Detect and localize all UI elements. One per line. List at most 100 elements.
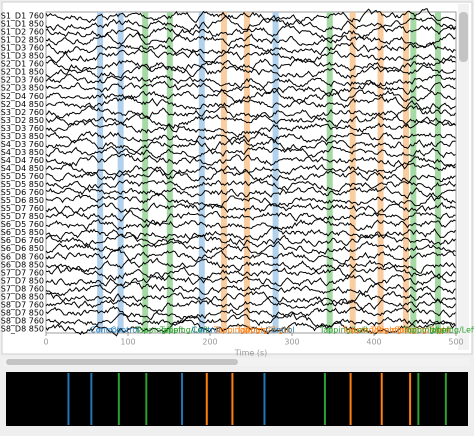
channel-trace	[45, 145, 456, 159]
annotation-band[interactable]	[410, 12, 417, 333]
channel-label: S3_D2 760	[1, 108, 44, 117]
annotation-band[interactable]	[272, 12, 279, 333]
channel-trace	[45, 63, 456, 79]
annotation-label: Tapping/Right	[213, 326, 269, 335]
channel-label: S2_D1 760	[1, 60, 44, 69]
channel-trace	[45, 58, 456, 72]
annotation-band[interactable]	[198, 12, 205, 333]
channel-label: S1_D1 760	[1, 12, 44, 21]
annotation-label: Tapping/Left	[159, 326, 209, 335]
channel-trace	[45, 218, 456, 231]
annotation-label: Tapping/Left	[402, 326, 452, 335]
channel-trace	[45, 178, 456, 193]
h-scroll-thumb[interactable]	[6, 359, 238, 365]
annotation-band[interactable]	[97, 12, 104, 333]
annotation-label: Tapping/Right	[342, 326, 398, 335]
channel-trace	[45, 186, 456, 200]
annotation-band[interactable]	[166, 12, 173, 333]
channel-label: S5_D6 850	[1, 196, 44, 205]
channel-label: S7_D7 850	[1, 276, 44, 285]
channel-label: S7_D7 760	[1, 268, 44, 277]
channel-label: S3_D2 850	[1, 116, 44, 125]
channel-trace	[45, 113, 456, 129]
channel-label: S6_D8 760	[1, 252, 44, 261]
annotation-label: Tapping/Right	[395, 326, 451, 335]
annotation-band[interactable]	[402, 12, 409, 333]
annotation-label: Tapping/Left	[134, 326, 184, 335]
channel-label: S4_D3 850	[1, 148, 44, 157]
channel-trace	[45, 8, 456, 24]
x-tick-label: 300	[284, 338, 299, 347]
channel-label: S3_D3 760	[1, 124, 44, 133]
channel-label: S1_D2 850	[1, 36, 44, 45]
v-scrollbar[interactable]	[458, 4, 469, 350]
channel-trace	[45, 305, 456, 321]
channel-label: S7_D8 850	[1, 292, 44, 301]
channel-trace	[45, 281, 456, 296]
channel-label: S8_D7 760	[1, 300, 44, 309]
v-scroll-thumb[interactable]	[459, 12, 468, 62]
channel-label: S5_D7 850	[1, 212, 44, 221]
channel-label: S2_D3 850	[1, 84, 44, 93]
channel-label: S1_D1 850	[1, 20, 44, 29]
channel-label: S7_D8 760	[1, 284, 44, 293]
channel-trace	[45, 89, 456, 105]
annotation-label: Tapping/Right	[370, 326, 426, 335]
annotation-band[interactable]	[142, 12, 149, 333]
annotation-label: Control	[90, 326, 119, 335]
channel-trace	[45, 297, 456, 313]
channel-label: S5_D7 760	[1, 204, 44, 213]
channel-label: S5_D5 850	[1, 180, 44, 189]
channel-label: S6_D8 850	[1, 260, 44, 269]
channel-trace	[45, 73, 456, 89]
annotation-band[interactable]	[326, 12, 333, 333]
channel-label: S1_D3 850	[1, 52, 44, 61]
annotation-label: Tapping/Left	[427, 326, 474, 335]
channel-label: S6_D6 760	[1, 236, 44, 245]
channel-trace	[45, 14, 456, 33]
channel-trace	[45, 162, 456, 176]
channel-trace	[45, 48, 456, 64]
channel-trace	[45, 24, 456, 40]
annotation-band[interactable]	[349, 12, 356, 333]
channel-trace	[45, 233, 456, 248]
annotation-label: Control	[111, 326, 140, 335]
overview-bar[interactable]	[6, 372, 468, 426]
channel-label: S4_D4 850	[1, 164, 44, 173]
annotation-band[interactable]	[377, 12, 384, 333]
annotation-band[interactable]	[117, 12, 124, 333]
channel-trace	[45, 319, 456, 337]
channel-label: S4_D3 760	[1, 140, 44, 149]
channel-trace	[45, 137, 456, 153]
channel-label: S1_D2 760	[1, 28, 44, 37]
annotation-band[interactable]	[243, 12, 250, 333]
channel-trace	[45, 105, 456, 120]
channel-trace	[45, 290, 456, 306]
channel-trace	[45, 41, 456, 56]
annotation-label: Control	[266, 326, 295, 335]
channel-label: S6_D5 760	[1, 220, 44, 229]
channel-label: S6_D6 850	[1, 244, 44, 253]
x-tick-label: 400	[366, 338, 381, 347]
channel-label: S2_D4 760	[1, 92, 44, 101]
channel-label: S3_D3 850	[1, 132, 44, 141]
channel-label: S1_D3 760	[1, 44, 44, 53]
x-tick-label: 200	[202, 338, 217, 347]
channel-trace	[45, 265, 456, 281]
channel-label: S2_D3 760	[1, 76, 44, 85]
channel-trace	[45, 201, 456, 215]
channel-trace	[45, 248, 456, 265]
channel-trace	[45, 95, 456, 111]
channel-trace	[45, 226, 456, 241]
channel-trace	[45, 168, 456, 184]
annotation-label: Tapping/Right	[236, 326, 292, 335]
channel-label: S8_D8 850	[1, 324, 44, 333]
channel-label: S5_D6 760	[1, 188, 44, 197]
channel-trace	[45, 210, 456, 226]
x-tick-label: 100	[120, 338, 135, 347]
channel-label: S8_D8 760	[1, 316, 44, 325]
annotation-band[interactable]	[434, 12, 441, 333]
annotation-label: Tapping/Left	[319, 326, 369, 335]
